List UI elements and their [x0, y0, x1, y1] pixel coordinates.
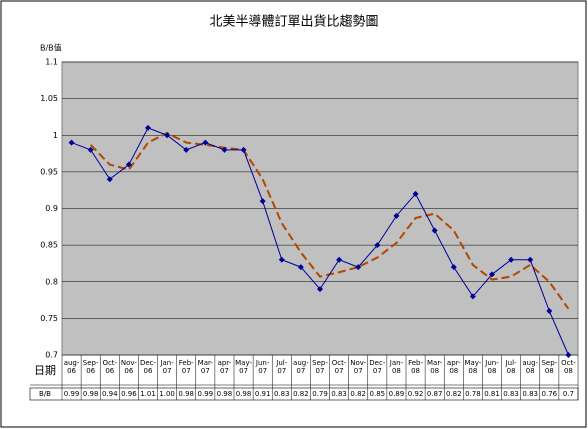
x-tick-label: Sep-06 — [82, 359, 99, 375]
value-label: 0.98 — [235, 390, 252, 398]
x-tick-label: apr-07 — [217, 359, 232, 375]
value-label: 0.98 — [216, 390, 233, 398]
data-point — [68, 139, 75, 146]
y-tick-label: 0.9 — [45, 204, 58, 213]
data-point — [278, 256, 285, 263]
x-tick-label: Dec-06 — [139, 359, 157, 375]
value-label: 0.98 — [82, 390, 99, 398]
x-tick-label: aug-06 — [63, 359, 80, 375]
x-tick-label: Jun-08 — [485, 359, 499, 375]
x-tick-label: Sep-07 — [312, 359, 328, 375]
x-tick-label: Jun-07 — [255, 359, 270, 375]
x-tick-label: Jan-08 — [389, 359, 404, 375]
data-point — [221, 146, 228, 153]
data-point — [508, 256, 515, 263]
value-label: 0.99 — [197, 390, 214, 398]
x-tick-label: apr-08 — [446, 359, 461, 375]
value-label: 0.87 — [426, 390, 443, 398]
value-label: 0.7 — [562, 390, 574, 398]
data-point — [125, 161, 132, 168]
x-tick-label: Jul-08 — [505, 359, 517, 375]
data-point — [412, 190, 419, 197]
data-point — [527, 256, 534, 263]
data-point — [469, 293, 476, 300]
data-point — [336, 256, 343, 263]
chart-title: 北美半導體訂單出貨比趨勢圖 — [209, 14, 378, 30]
data-point — [87, 146, 94, 153]
data-point — [450, 264, 457, 271]
y-tick-label: 1.05 — [40, 94, 58, 103]
data-point — [145, 124, 151, 131]
value-label: 0.82 — [445, 390, 462, 398]
x-tick-label: Mar-08 — [427, 359, 443, 375]
y-tick-label: 1.1 — [45, 58, 58, 67]
y-tick-label: 1 — [53, 131, 58, 140]
y-tick-label: 0.8 — [45, 277, 58, 286]
data-point — [183, 146, 190, 153]
value-label: 0.81 — [484, 390, 500, 398]
data-point — [240, 146, 247, 153]
value-label: 0.83 — [503, 390, 519, 398]
y-tick-label: 0.75 — [40, 314, 58, 323]
y-tick-label: 0.95 — [40, 167, 58, 176]
value-label: 0.83 — [331, 390, 347, 398]
data-point — [202, 139, 209, 146]
data-point — [317, 286, 323, 293]
value-label: 0.76 — [541, 390, 558, 398]
x-tick-label: May-07 — [235, 359, 252, 375]
y-tick-label: 0.7 — [45, 351, 58, 360]
value-label: 1.00 — [159, 390, 175, 398]
value-label: 0.83 — [273, 390, 290, 398]
value-label: 0.96 — [121, 390, 137, 398]
x-tick-label: Jan-07 — [160, 359, 174, 375]
x-tick-label: Nov-06 — [120, 359, 137, 375]
data-point — [355, 264, 362, 271]
value-label: 0.79 — [312, 390, 328, 398]
value-label: 0.92 — [407, 390, 424, 398]
data-point — [106, 176, 113, 183]
value-label: 0.83 — [522, 390, 538, 398]
x-tick-label: Jul-07 — [276, 359, 288, 375]
date-row-label: 日期 — [34, 365, 56, 377]
data-point — [431, 227, 438, 234]
value-label: 1.01 — [140, 390, 156, 398]
x-tick-label: Oct-06 — [102, 359, 118, 375]
value-label: 0.85 — [369, 390, 386, 398]
data-point — [297, 264, 304, 271]
data-point — [393, 212, 400, 219]
data-point — [374, 242, 381, 249]
value-label: 0.82 — [350, 390, 366, 398]
value-label: 0.99 — [63, 390, 80, 398]
data-point — [164, 132, 171, 139]
value-label: 0.89 — [388, 390, 405, 398]
x-tick-label: Oct-08 — [561, 359, 576, 375]
value-label: 0.94 — [101, 390, 118, 398]
data-point — [489, 271, 495, 278]
y-tick-label: 0.85 — [40, 241, 58, 250]
value-label: 0.82 — [293, 390, 309, 398]
x-tick-label: aug-08 — [522, 359, 539, 375]
value-label: 0.98 — [178, 390, 194, 398]
y-axis-label: B/B值 — [40, 43, 62, 53]
x-tick-label: Mar-07 — [197, 359, 213, 375]
value-label: 0.78 — [465, 390, 481, 398]
x-tick-label: May-08 — [464, 359, 482, 375]
value-row-label: B/B — [39, 390, 51, 398]
x-tick-label: aug-07 — [293, 359, 309, 375]
data-point — [546, 308, 553, 315]
x-tick-label: Dec-07 — [369, 359, 386, 375]
x-tick-label: Oct-07 — [331, 359, 347, 375]
x-tick-label: Nov-07 — [350, 359, 367, 375]
data-point — [565, 352, 572, 358]
x-tick-label: Feb-07 — [178, 359, 194, 375]
data-point — [259, 198, 266, 205]
value-label: 0.91 — [254, 390, 271, 398]
x-tick-label: Sep-08 — [541, 359, 558, 375]
x-tick-label: Feb-08 — [408, 359, 424, 375]
